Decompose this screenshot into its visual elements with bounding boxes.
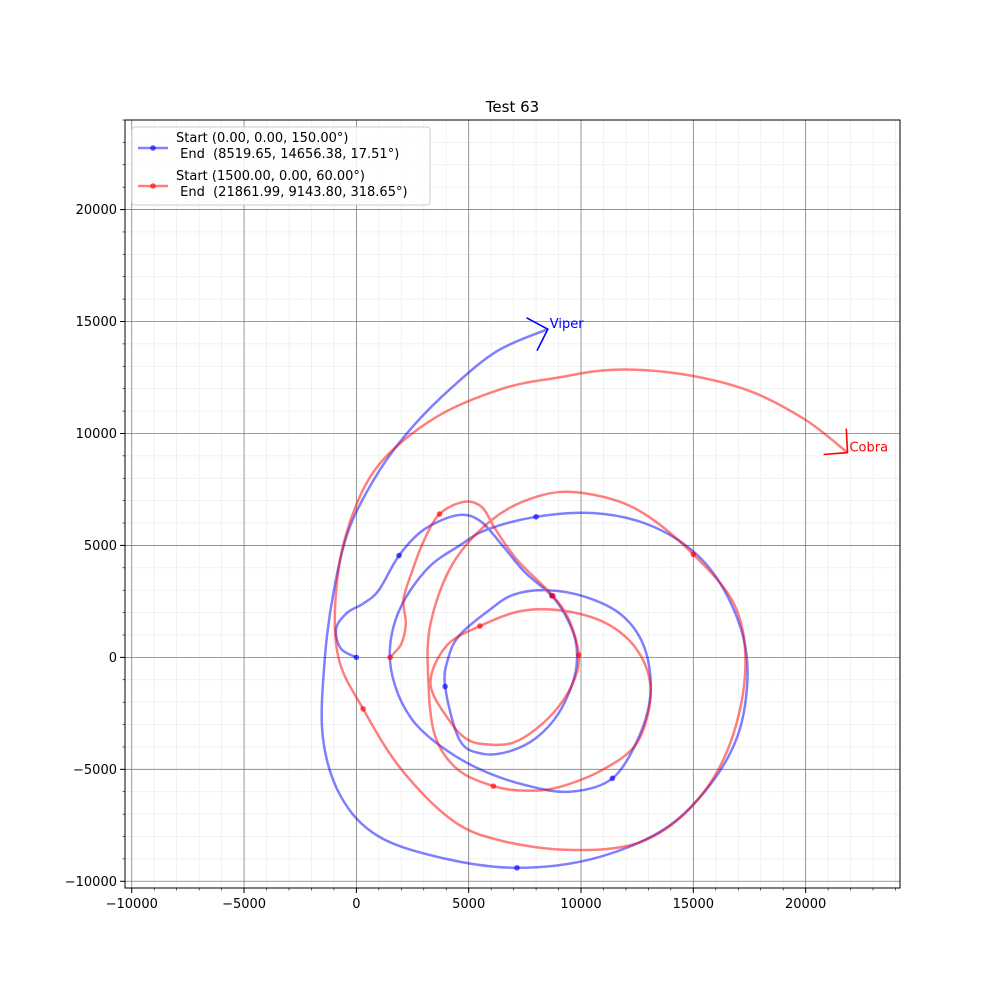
y-tick-label: 10000 <box>76 427 117 442</box>
plot-frame <box>124 119 901 889</box>
legend-box <box>131 126 431 206</box>
series-layer: Viper Cobra <box>320 317 888 871</box>
x-tick-label: 0 <box>352 897 360 912</box>
legend-label: End (8519.65, 14656.38, 17.51°) <box>176 147 399 162</box>
end-arrow-icon <box>526 317 549 352</box>
x-tick-label: 20000 <box>785 897 826 912</box>
end-label: Viper <box>550 317 584 332</box>
series-marker <box>609 775 616 782</box>
y-tick-label: 15000 <box>76 315 117 330</box>
end-arrow-icon <box>823 428 849 456</box>
legend: Start (0.00, 0.00, 150.00°) End (8519.65… <box>131 126 431 206</box>
x-tick-label: −10000 <box>106 897 158 912</box>
major-grid <box>125 120 900 888</box>
series-cobra: Cobra <box>333 368 888 852</box>
y-tick-label: −5000 <box>73 763 117 778</box>
chart-title: Test 63 <box>485 98 539 116</box>
legend-label: Start (1500.00, 0.00, 60.00°) <box>176 169 365 184</box>
legend-item: Start (1500.00, 0.00, 60.00°) End (21861… <box>138 169 408 200</box>
y-tick-label: 5000 <box>84 539 117 554</box>
legend-marker <box>150 145 156 151</box>
series-marker <box>550 593 556 599</box>
y-tick-label: 0 <box>109 651 117 666</box>
series-marker <box>436 511 443 517</box>
y-tick-label: −10000 <box>65 875 117 890</box>
x-tick-label: 5000 <box>452 897 485 912</box>
x-tick-label: 10000 <box>560 897 601 912</box>
legend-marker <box>150 183 156 189</box>
legend-label: End (21861.99, 9143.80, 318.65°) <box>176 185 408 200</box>
series-marker <box>353 654 360 661</box>
y-tick-label: 20000 <box>76 203 117 218</box>
series-marker <box>490 783 497 789</box>
series-marker <box>442 683 448 690</box>
series-marker <box>387 654 393 661</box>
legend-item: Start (0.00, 0.00, 150.00°) End (8519.65… <box>138 131 399 162</box>
series-viper: Viper <box>320 317 749 871</box>
series-marker <box>477 623 483 629</box>
series-marker <box>533 513 539 520</box>
legend-label: Start (0.00, 0.00, 150.00°) <box>176 131 348 146</box>
x-tick-label: 15000 <box>673 897 714 912</box>
series-marker <box>514 865 520 871</box>
x-tick-label: −5000 <box>222 897 266 912</box>
series-line <box>320 328 749 870</box>
series-marker <box>690 551 697 558</box>
end-label: Cobra <box>849 441 888 456</box>
series-marker <box>575 652 582 658</box>
axis-ticks: −10000 −5000 0 5000 10000 15000 20000 −10000 −50… <box>65 119 896 912</box>
series-marker <box>360 706 366 712</box>
series-marker <box>396 552 402 559</box>
